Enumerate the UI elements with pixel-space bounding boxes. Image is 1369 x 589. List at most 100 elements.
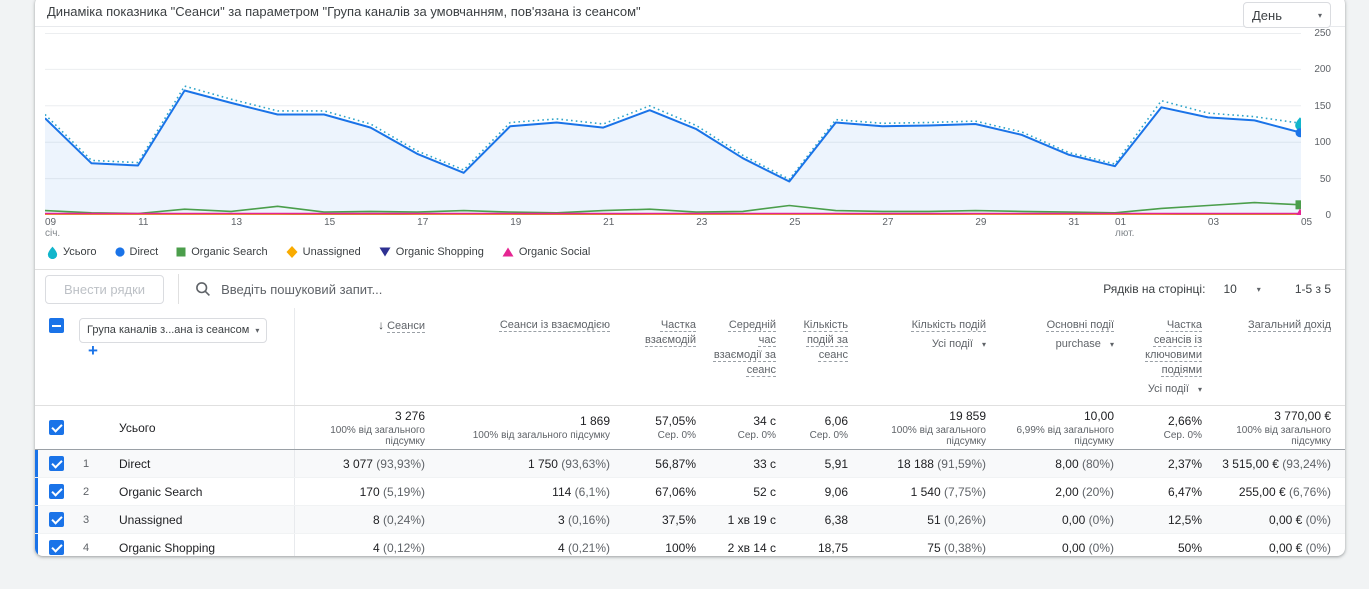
table-header-row: Група каналів з...ана із сеансом ▾ + ↓ Се… (35, 308, 1345, 406)
select-all-checkbox[interactable] (49, 318, 64, 333)
totals-cell: 2,66% Сер. 0% (1128, 405, 1216, 450)
x-axis-label: 25 (789, 217, 801, 228)
column-header[interactable]: ↓ Сеанси (294, 308, 439, 406)
add-rows-button[interactable]: Внести рядки (45, 274, 165, 304)
table-row[interactable]: 2 Organic Search 170 (5,19%) 114 (6,1%) 67,0… (35, 477, 1345, 506)
row-number: 1 (79, 449, 119, 478)
metric-cell: 3 (0,16%) (439, 505, 624, 534)
column-header[interactable]: Середній час взаємодії за сеанс (710, 308, 790, 406)
row-checkbox[interactable] (49, 484, 64, 499)
metric-cell: 4 (0,12%) (294, 533, 439, 556)
metric-cell: 5,91 (790, 449, 862, 478)
chart-section: 09 січ. 11 13 15 17 19 21 23 25 27 29 31 01 лют. 03 05 0… (35, 26, 1345, 270)
metric-cell: 170 (5,19%) (294, 477, 439, 506)
metric-cell: 33 с (710, 449, 790, 478)
column-header[interactable]: Кількість подій за сеанс (790, 308, 862, 406)
circle-icon (114, 247, 125, 257)
row-range-label: 1-5 з 5 (1294, 282, 1331, 296)
granularity-dropdown[interactable]: День ▾ (1243, 2, 1331, 28)
y-axis-label: 150 (1314, 100, 1331, 112)
row-number: 2 (79, 477, 119, 506)
row-checkbox[interactable] (49, 512, 64, 527)
search-input[interactable] (221, 281, 642, 297)
metric-cell: 1 750 (93,63%) (439, 449, 624, 478)
metric-cell: 6,38 (790, 505, 862, 534)
metric-cell: 18 188 (91,59%) (862, 449, 1000, 478)
y-axis-label: 250 (1314, 28, 1331, 39)
rows-per-page-label: Рядків на сторінці: (1103, 282, 1206, 296)
droplet-icon (47, 246, 58, 259)
column-header[interactable]: Частка взаємодій (624, 308, 710, 406)
column-header[interactable]: Сеанси із взаємодією (439, 308, 624, 406)
y-axis-label: 50 (1319, 173, 1331, 185)
column-filter-dropdown[interactable]: Усі події ▾ (931, 338, 986, 350)
metric-cell: 8 (0,24%) (294, 505, 439, 534)
metric-cell: 114 (6,1%) (439, 477, 624, 506)
sessions-line-chart (44, 33, 1305, 218)
y-axis-label: 0 (1325, 210, 1331, 221)
metric-cell: 2 хв 14 с (710, 533, 790, 556)
legend-item-unassigned[interactable]: Unassigned (286, 246, 361, 258)
row-checkbox[interactable] (49, 420, 64, 435)
x-axis-label: 11 (138, 217, 149, 228)
channel-name: Organic Search (119, 477, 295, 506)
totals-cell: 3 276 100% від загального підсумку (294, 405, 439, 450)
legend-item-organic-social[interactable]: Organic Social (502, 246, 590, 258)
chevron-down-icon: ▾ (1317, 10, 1322, 20)
chart-y-axis: 0 50 100 150 200 250 (1301, 28, 1345, 221)
chart-x-axis: 09 січ. 11 13 15 17 19 21 23 25 27 29 31 01 лют. 03 05 (45, 215, 1312, 239)
metric-cell: 0,00 (0%) (1000, 533, 1128, 556)
metric-cell: 0,00 € (0%) (1216, 533, 1345, 556)
add-dimension-button[interactable]: + (88, 341, 98, 360)
table-row[interactable]: 4 Organic Shopping 4 (0,12%) 4 (0,21%) 100% 2… (35, 533, 1345, 556)
totals-cell: 3 770,00 €100% від загального підсумку (1216, 405, 1345, 450)
column-header[interactable]: Частка сеансів із ключовими подіями Усі п… (1128, 308, 1216, 406)
pagination-controls: Рядків на сторінці: 10 ▾ 1-5 з 5 (1103, 282, 1331, 296)
metric-cell: 9,06 (790, 477, 862, 506)
totals-row: Усього 3 276 100% від загального підсумку 1… (35, 405, 1345, 450)
column-header[interactable]: Загальний дохід (1216, 308, 1345, 406)
x-axis-label: 09 січ. (45, 217, 61, 239)
legend-item-усього[interactable]: Усього (47, 246, 97, 259)
metric-cell: 100% (624, 533, 710, 556)
metric-cell: 52 с (710, 477, 790, 506)
metric-cell: 37,5% (624, 505, 710, 534)
metric-cell: 6,47% (1128, 477, 1216, 506)
x-axis-label: 29 (975, 217, 987, 228)
totals-cell: 34 с Сер. 0% (710, 405, 790, 450)
x-axis-label: 03 (1207, 217, 1220, 228)
x-axis-label: 17 (417, 217, 429, 228)
chevron-down-icon: ▾ (1197, 385, 1202, 394)
metric-cell: 2,37% (1128, 449, 1216, 478)
metric-cell: 0,00 € (0%) (1216, 505, 1345, 534)
chart-title: Динаміка показника "Сеанси" за параметро… (47, 4, 641, 19)
legend-item-organic-shopping[interactable]: Organic Shopping (379, 246, 484, 258)
legend-item-direct[interactable]: Direct (114, 246, 158, 258)
legend-item-organic-search[interactable]: Organic Search (176, 246, 268, 258)
table-toolbar: Внести рядки Рядків на сторінці: 10 ▾ 1-… (35, 270, 1345, 308)
metric-cell: 4 (0,21%) (439, 533, 624, 556)
triangle-up-icon (502, 247, 514, 257)
metric-cell: 1 540 (7,75%) (862, 477, 1000, 506)
search-icon (196, 282, 211, 296)
y-axis-label: 200 (1314, 64, 1331, 76)
column-header[interactable]: Кількість подій Усі події ▾ (862, 308, 1000, 406)
dimension-dropdown[interactable]: Група каналів з...ана із сеансом ▾ (79, 318, 268, 343)
row-checkbox[interactable] (49, 540, 64, 555)
rows-per-page-dropdown[interactable]: 10 ▾ (1223, 282, 1261, 296)
column-header[interactable]: Основні події purchase ▾ (1000, 308, 1128, 406)
table-row[interactable]: 3 Unassigned 8 (0,24%) 3 (0,16%) 37,5% 1 хв 1… (35, 505, 1345, 534)
x-axis-label: 19 (510, 217, 522, 228)
x-axis-label: 27 (882, 217, 894, 228)
y-axis-label: 100 (1314, 137, 1331, 149)
x-axis-label: 01 лют. (1114, 217, 1135, 239)
row-checkbox[interactable] (49, 456, 64, 471)
row-number: 4 (79, 533, 119, 556)
column-filter-dropdown[interactable]: purchase ▾ (1055, 338, 1114, 350)
column-filter-dropdown[interactable]: Усі події ▾ (1147, 383, 1202, 395)
row-number: 3 (79, 505, 119, 534)
table-row[interactable]: 1 Direct 3 077 (93,93%) 1 750 (93,63%) 56,87… (35, 449, 1345, 478)
totals-cell: 10,00 6,99% від загального підсумку (1000, 405, 1128, 450)
sort-descending-icon: ↓ (378, 318, 385, 332)
